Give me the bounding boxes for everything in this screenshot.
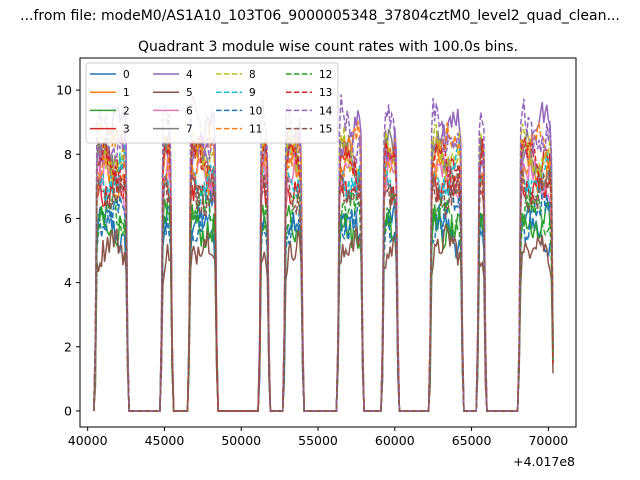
legend-frame: [85, 62, 339, 144]
y-tick-label: 8: [64, 147, 72, 162]
legend-label-7: 7: [186, 124, 193, 136]
legend-label-2: 2: [123, 105, 130, 117]
legend-label-1: 1: [123, 87, 130, 99]
series-layer: [93, 94, 554, 412]
chart-title: Quadrant 3 module wise count rates with …: [138, 39, 518, 55]
figure-suptitle: ...from file: modeM0/AS1A10_103T06_90000…: [20, 8, 620, 24]
legend-label-10: 10: [249, 105, 262, 117]
legend-label-5: 5: [186, 87, 193, 99]
x-offset-label: +4.017e8: [513, 454, 575, 469]
x-tick-label: 50000: [221, 433, 261, 448]
x-tick-label: 60000: [375, 433, 415, 448]
y-tick-label: 0: [64, 403, 72, 418]
y-axis: 0 2 4 6 8 10: [56, 83, 80, 418]
y-tick-label: 6: [64, 211, 72, 226]
x-axis: 40000 45000 50000 55000 60000 65000 70000: [68, 427, 568, 448]
legend-label-3: 3: [123, 124, 130, 136]
legend-label-6: 6: [186, 105, 193, 117]
axes-frame: [79, 57, 577, 428]
x-tick-label: 65000: [452, 433, 492, 448]
legend-label-13: 13: [319, 87, 332, 99]
legend-label-0: 0: [123, 69, 130, 81]
legend-label-15: 15: [319, 124, 332, 136]
legend-label-11: 11: [249, 124, 262, 136]
x-tick-label: 70000: [528, 433, 568, 448]
y-tick-label: 4: [64, 275, 72, 290]
series-line-15: [93, 164, 554, 412]
legend-label-14: 14: [319, 105, 333, 117]
series-line-13: [93, 136, 554, 412]
x-tick-label: 40000: [68, 433, 108, 448]
legend-label-12: 12: [319, 69, 332, 81]
x-tick-label: 45000: [145, 433, 185, 448]
y-tick-label: 2: [64, 339, 72, 354]
y-tick-label: 10: [56, 83, 72, 98]
x-tick-label: 55000: [298, 433, 338, 448]
legend-label-9: 9: [249, 87, 256, 99]
legend-label-8: 8: [249, 69, 256, 81]
legend-label-4: 4: [186, 69, 193, 81]
